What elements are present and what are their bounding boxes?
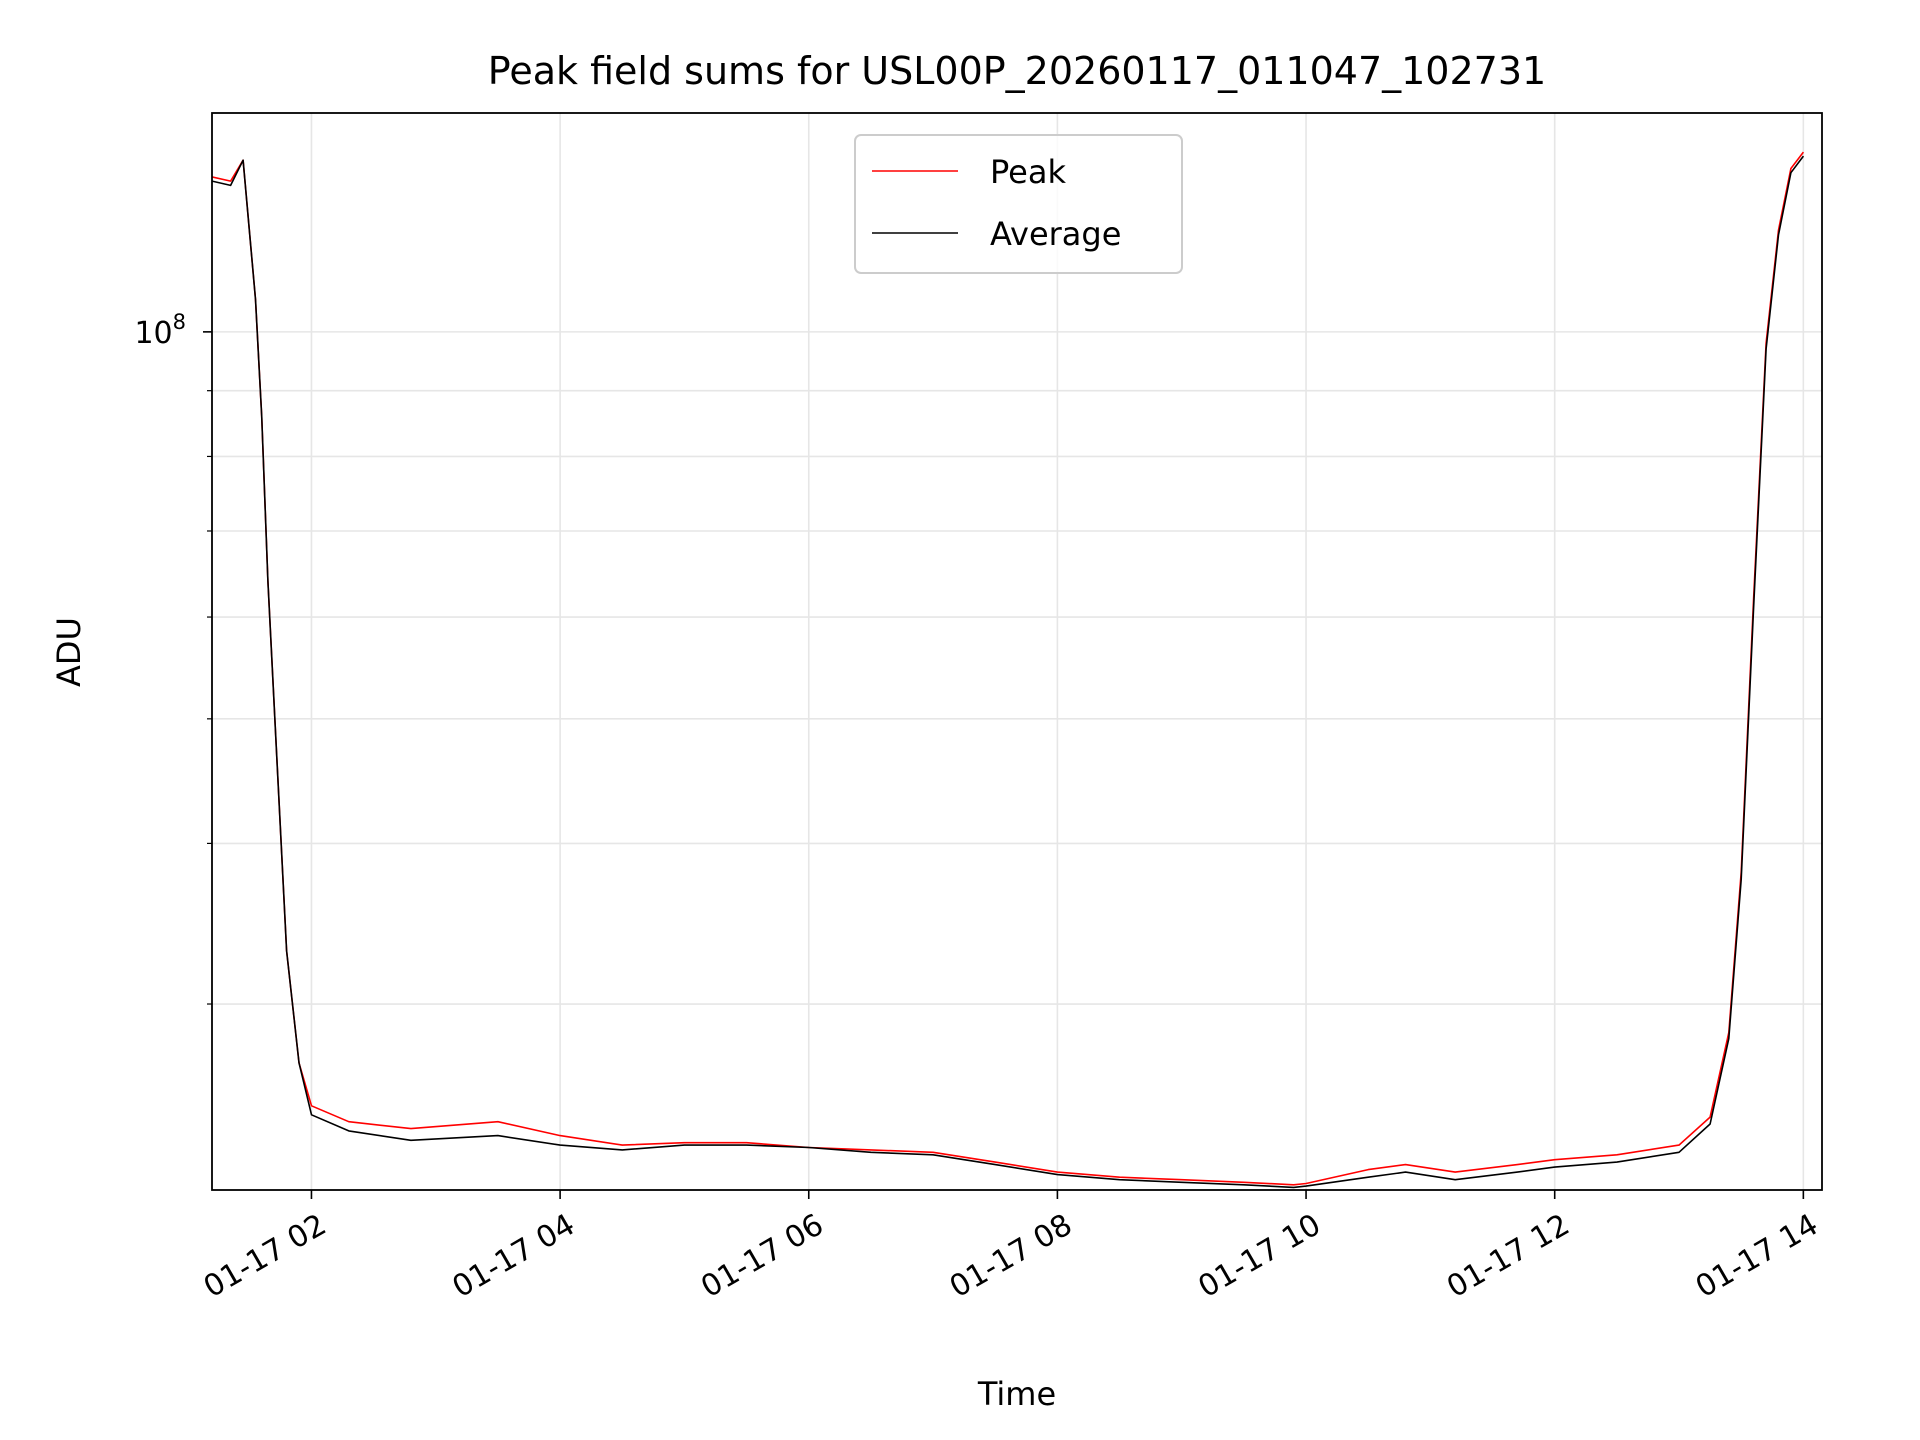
y-axis-label: ADU bbox=[50, 617, 88, 687]
legend-peak-label: Peak bbox=[990, 153, 1066, 191]
legend: Peak Average bbox=[854, 134, 1183, 274]
y-tick-label: 108 bbox=[134, 310, 186, 351]
series-line-average bbox=[212, 155, 1805, 1189]
plot-area-frame bbox=[211, 112, 1823, 1191]
series-layer bbox=[212, 151, 1805, 1189]
x-axis-label: Time bbox=[977, 1375, 1056, 1413]
legend-average-label: Average bbox=[990, 215, 1121, 253]
chart-title: Peak field sums for USL00P_20260117_0110… bbox=[488, 49, 1546, 93]
legend-frame bbox=[854, 134, 1183, 274]
grid bbox=[212, 113, 1822, 1190]
